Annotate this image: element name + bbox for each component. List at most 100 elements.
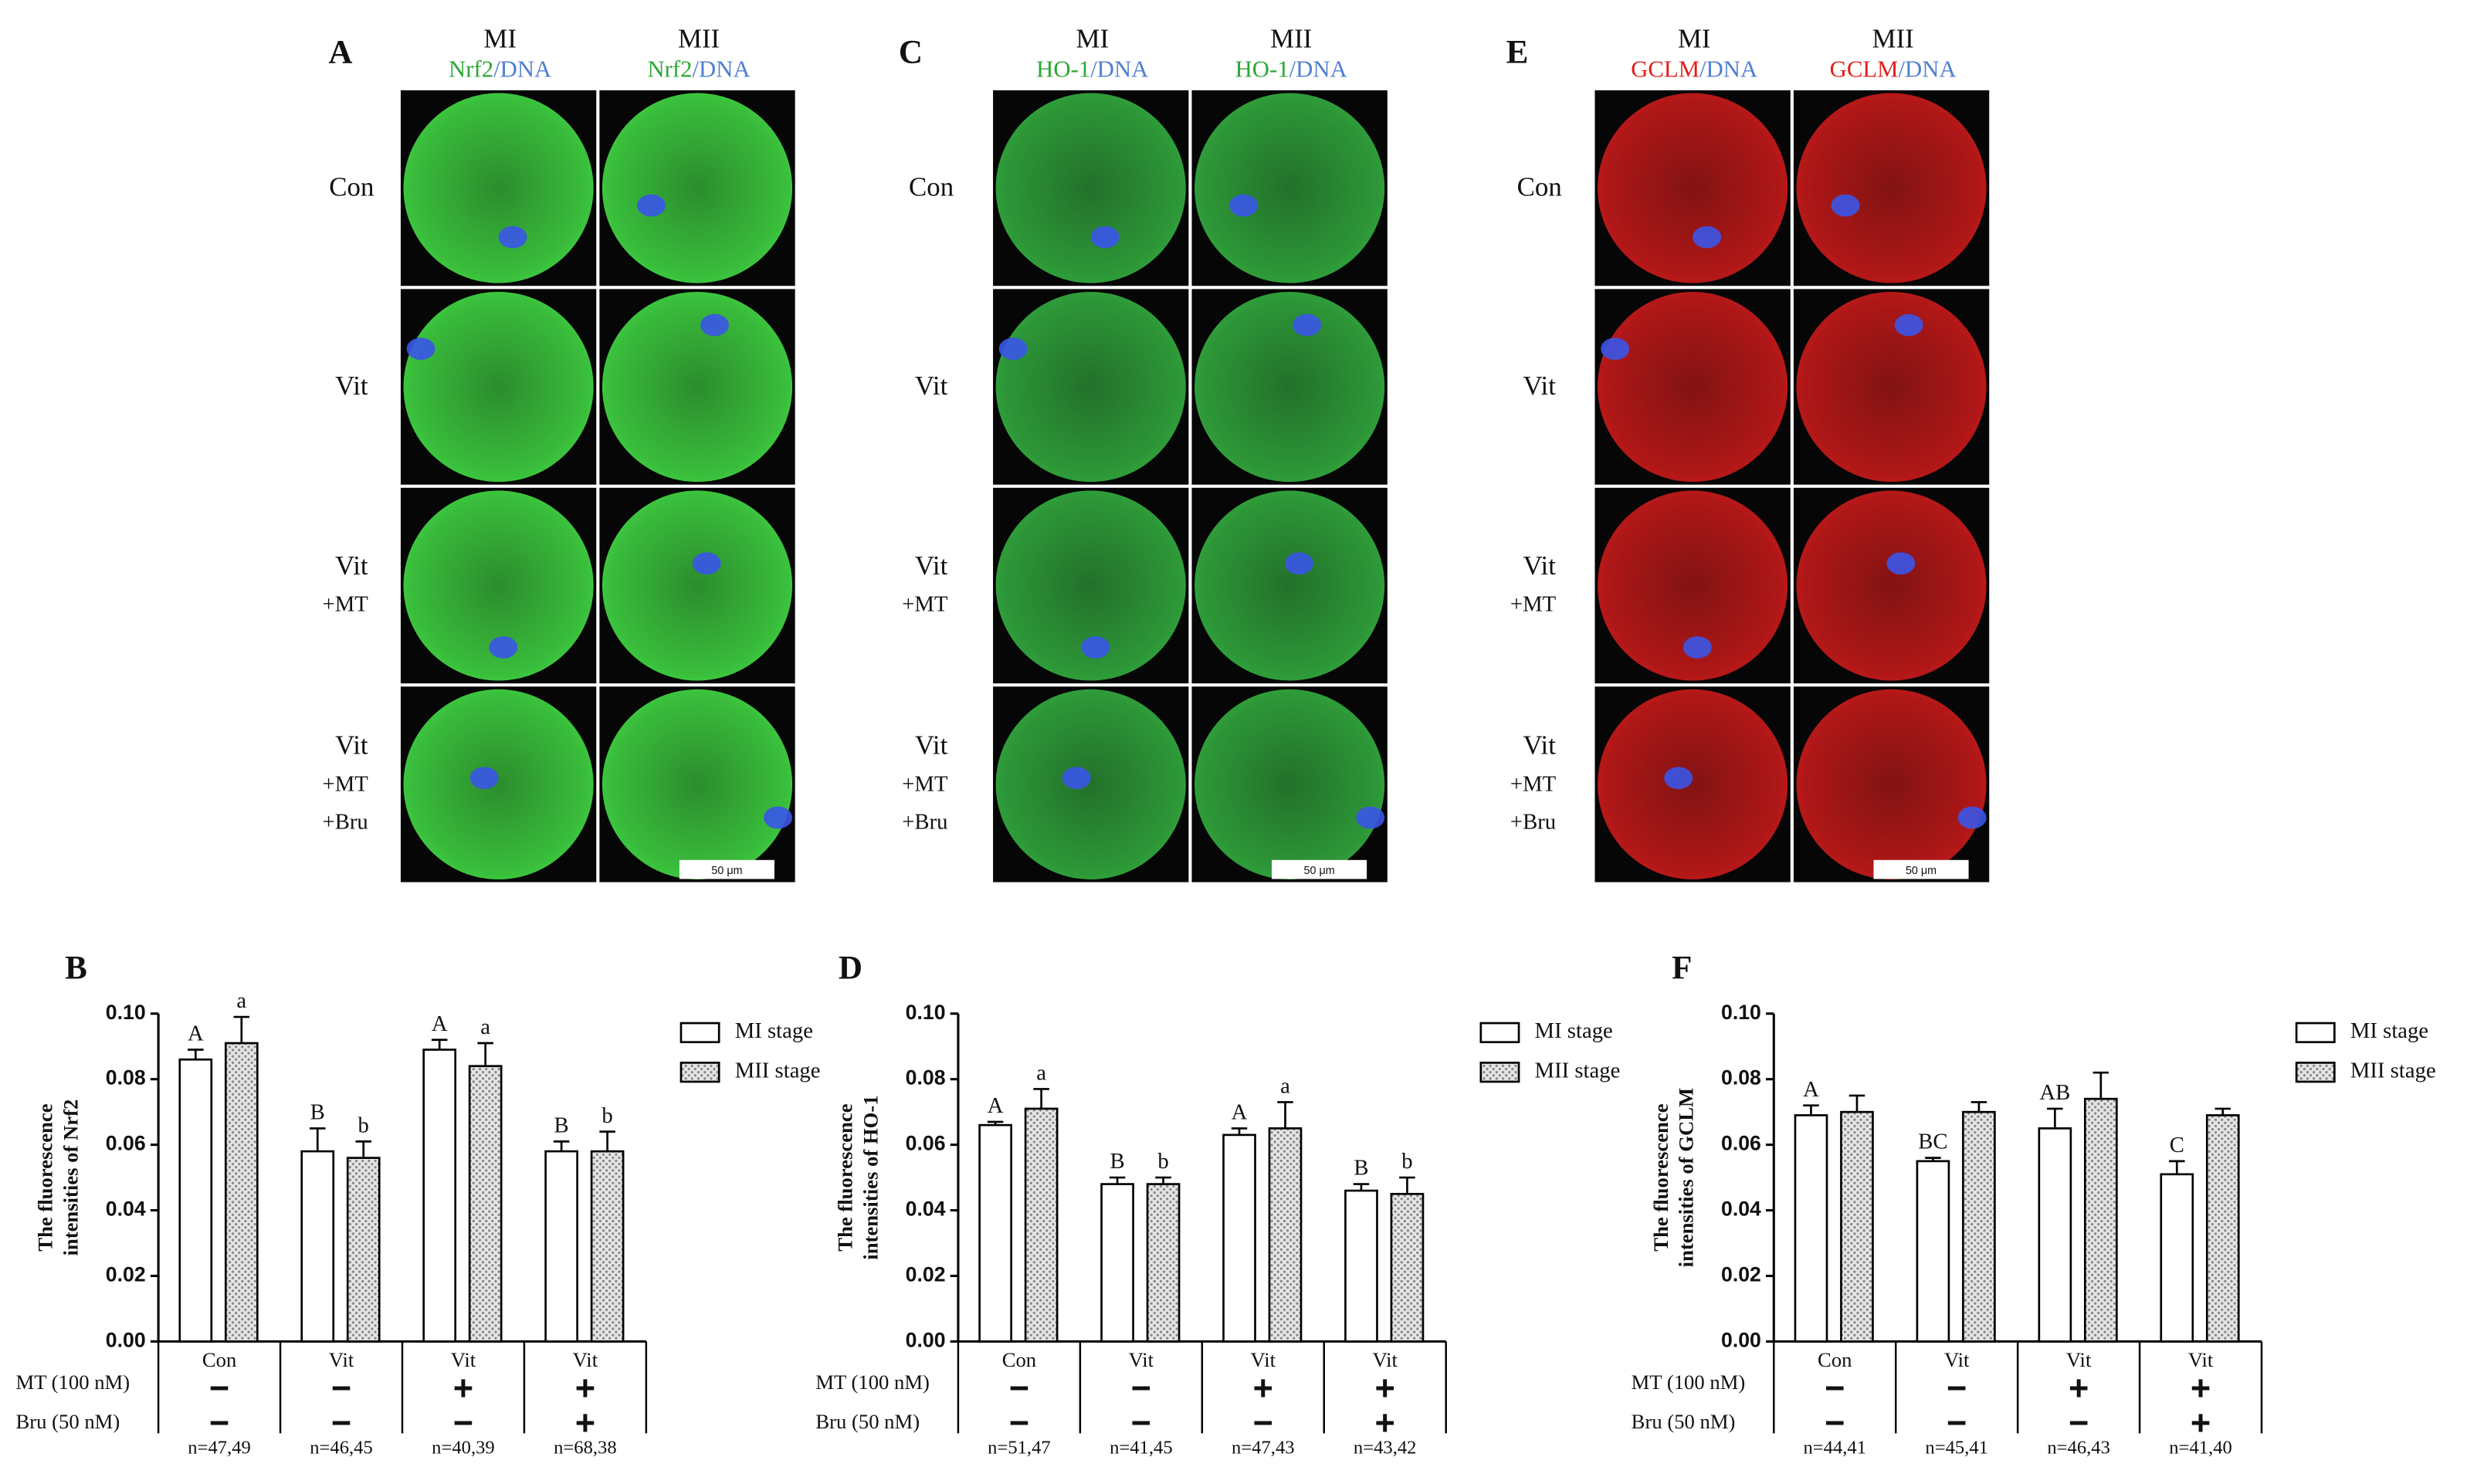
- significance-letter: AB: [2039, 1080, 2070, 1105]
- oocyte: [403, 689, 594, 879]
- panel-letter: D: [839, 950, 862, 986]
- bar: [544, 1150, 578, 1343]
- dna-signal: [498, 225, 527, 249]
- dna-signal: [764, 806, 793, 829]
- significance-letter: b: [601, 1103, 612, 1128]
- treatment-sign: −: [1947, 1368, 1967, 1408]
- y-axis-label: intensities of Nrf2: [59, 1099, 82, 1256]
- oocyte: [1598, 490, 1788, 681]
- y-tick-label: 0.08: [1721, 1066, 1761, 1089]
- oocyte: [1796, 689, 1987, 879]
- treatment-name: Bru (50 nM): [815, 1410, 920, 1433]
- dna-signal: [1062, 767, 1091, 790]
- treatment-sign: +: [1375, 1403, 1395, 1442]
- column-stain: HO-1/DNA: [1235, 56, 1347, 82]
- treatment-sign: +: [2191, 1368, 2211, 1408]
- x-tick-label: Con: [1818, 1348, 1852, 1371]
- stain-part: Nrf2: [449, 56, 493, 82]
- panel-letter: E: [1506, 35, 1529, 71]
- sample-size: n=51,47: [988, 1438, 1051, 1459]
- row-label: Con: [329, 172, 374, 202]
- column-stain: Nrf2/DNA: [449, 56, 551, 82]
- bar: [1100, 1183, 1134, 1343]
- dna-signal: [1293, 313, 1322, 337]
- bar: [1390, 1192, 1425, 1343]
- significance-letter: B: [1354, 1156, 1368, 1181]
- bar: [2084, 1097, 2118, 1343]
- stain-part: GCLM: [1830, 56, 1899, 82]
- bar: [1794, 1114, 1828, 1343]
- row-label: Vit: [1523, 551, 1556, 581]
- legend-swatch: [2295, 1062, 2336, 1083]
- row-label: +MT: [902, 592, 948, 617]
- significance-letter: a: [1036, 1061, 1046, 1086]
- legend-label: MI stage: [1535, 1018, 1613, 1043]
- y-tick-label: 0.08: [906, 1066, 946, 1089]
- treatment-sign: −: [209, 1368, 229, 1408]
- y-tick-label: 0.06: [106, 1132, 146, 1155]
- y-tick-label: 0.02: [106, 1263, 146, 1286]
- y-tick-label: 0.08: [106, 1066, 146, 1089]
- scale-bar-label: 50 μm: [711, 865, 742, 877]
- significance-letter: A: [188, 1022, 204, 1046]
- treatment-sign: −: [1253, 1403, 1273, 1442]
- sample-size: n=41,40: [2169, 1438, 2232, 1459]
- y-axis-label: intensities of HO-1: [859, 1095, 882, 1259]
- dna-signal: [998, 337, 1028, 361]
- y-tick-label: 0.02: [1721, 1263, 1761, 1286]
- scale-bar-label: 50 μm: [1304, 865, 1335, 877]
- sample-size: n=47,49: [188, 1438, 251, 1459]
- y-tick-label: 0.04: [106, 1198, 146, 1221]
- sample-size: n=45,41: [1925, 1438, 1988, 1459]
- y-tick-label: 0.04: [906, 1198, 946, 1221]
- stain-part: HO-1: [1036, 56, 1090, 82]
- column-stage: MI: [1678, 23, 1711, 53]
- significance-letter: BC: [1918, 1130, 1947, 1154]
- stain-part: /DNA: [1898, 56, 1956, 82]
- y-axis-label: The fluorescence: [833, 1103, 856, 1251]
- row-label: +Bru: [1510, 810, 1556, 835]
- scale-bar: [1873, 859, 1969, 879]
- treatment-name: Bru (50 nM): [16, 1410, 120, 1433]
- treatment-name: MT (100 nM): [1632, 1370, 1746, 1394]
- sample-size: n=47,43: [1232, 1438, 1295, 1459]
- sample-size: n=43,42: [1354, 1438, 1417, 1459]
- dna-signal: [700, 313, 730, 337]
- significance-letter: B: [554, 1113, 569, 1138]
- bar: [468, 1065, 503, 1343]
- stain-part: HO-1: [1235, 56, 1289, 82]
- dna-signal: [1081, 636, 1110, 659]
- oocyte: [1598, 93, 1788, 283]
- oocyte: [403, 490, 594, 681]
- y-axis-label: The fluorescence: [1649, 1103, 1672, 1251]
- x-tick-label: Vit: [1129, 1348, 1154, 1371]
- dna-signal: [1664, 767, 1693, 790]
- row-label: +Bru: [323, 810, 368, 835]
- significance-letter: a: [480, 1015, 490, 1039]
- x-tick-label: Vit: [1944, 1348, 1970, 1371]
- y-tick-label: 0.00: [1721, 1328, 1761, 1351]
- y-tick-label: 0.06: [1721, 1132, 1761, 1155]
- oocyte: [1194, 689, 1385, 879]
- x-tick-label: Con: [1002, 1348, 1036, 1371]
- treatment-sign: −: [209, 1403, 229, 1442]
- legend-label: MI stage: [735, 1018, 813, 1043]
- oocyte: [1796, 490, 1987, 681]
- column-stage: MI: [1076, 23, 1109, 53]
- significance-letter: a: [236, 988, 246, 1013]
- treatment-name: MT (100 nM): [16, 1370, 130, 1394]
- treatment-sign: +: [575, 1403, 595, 1442]
- sample-size: n=68,38: [554, 1438, 617, 1459]
- oocyte: [403, 291, 594, 483]
- treatment-sign: −: [1825, 1368, 1845, 1408]
- legend-label: MI stage: [2350, 1018, 2428, 1043]
- oocyte: [601, 291, 793, 483]
- row-label: Vit: [915, 730, 948, 761]
- y-axis-label: intensities of GCLM: [1675, 1088, 1698, 1268]
- treatment-sign: +: [575, 1368, 595, 1408]
- bar: [2205, 1114, 2240, 1343]
- stain-part: Nrf2: [647, 56, 692, 82]
- oocyte: [1194, 291, 1385, 483]
- bar: [978, 1123, 1012, 1343]
